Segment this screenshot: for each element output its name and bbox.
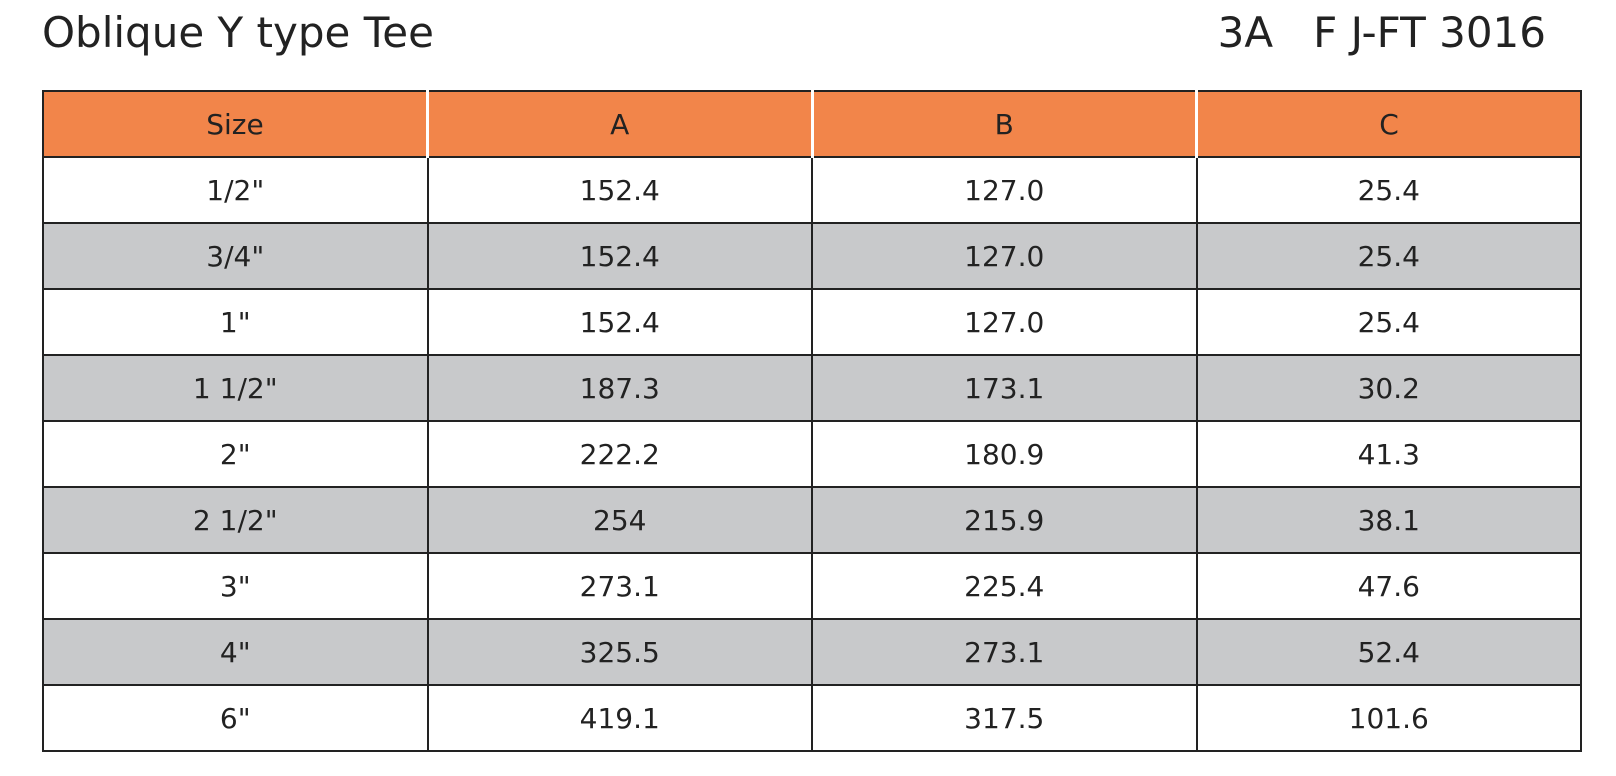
table-cell: 187.3 [426, 354, 813, 422]
table-cell: 127.0 [811, 156, 1198, 224]
table-cell: 30.2 [1195, 354, 1582, 422]
table-row: 2" 222.2 180.9 41.3 [42, 420, 1582, 488]
column-header: C [1195, 90, 1582, 158]
table-body: 1/2" 152.4 127.0 25.4 3/4" 152.4 127.0 25.4 1" 15… [42, 156, 1582, 752]
table-cell: 2 1/2" [42, 486, 429, 554]
table-cell: 38.1 [1195, 486, 1582, 554]
table-cell: 215.9 [811, 486, 1198, 554]
table-cell: 47.6 [1195, 552, 1582, 620]
table-cell: 1" [42, 288, 429, 356]
table-cell: 273.1 [426, 552, 813, 620]
table-cell: 173.1 [811, 354, 1198, 422]
table-cell: 2" [42, 420, 429, 488]
table-row: 3/4" 152.4 127.0 25.4 [42, 222, 1582, 290]
table-cell: 41.3 [1195, 420, 1582, 488]
table-cell: 419.1 [426, 684, 813, 752]
table-cell: 25.4 [1195, 222, 1582, 290]
product-code: 3A F J-FT 3016 [1217, 8, 1546, 57]
table-cell: 152.4 [426, 156, 813, 224]
table-cell: 127.0 [811, 288, 1198, 356]
table-row: 2 1/2" 254 215.9 38.1 [42, 486, 1582, 554]
table-cell: 254 [426, 486, 813, 554]
table-cell: 25.4 [1195, 288, 1582, 356]
table-cell: 180.9 [811, 420, 1198, 488]
column-header: A [426, 90, 812, 158]
table-cell: 127.0 [811, 222, 1198, 290]
table-cell: 152.4 [426, 222, 813, 290]
table-row: 3" 273.1 225.4 47.6 [42, 552, 1582, 620]
table-cell: 225.4 [811, 552, 1198, 620]
table-cell: 1 1/2" [42, 354, 429, 422]
column-header: B [810, 90, 1197, 158]
table-cell: 1/2" [42, 156, 429, 224]
dimension-table: Size A B C 1/2" 152.4 127.0 25.4 3/4" 152.4 127.0… [42, 90, 1582, 752]
table-cell: 325.5 [426, 618, 813, 686]
table-cell: 152.4 [426, 288, 813, 356]
table-row: 1" 152.4 127.0 25.4 [42, 288, 1582, 356]
header-row: Size A B C [42, 90, 1582, 158]
table-cell: 3" [42, 552, 429, 620]
table-cell: 6" [42, 684, 429, 752]
table-cell: 101.6 [1195, 684, 1582, 752]
table-row: 1/2" 152.4 127.0 25.4 [42, 156, 1582, 224]
column-header: Size [42, 90, 428, 158]
table-cell: 317.5 [811, 684, 1198, 752]
table-cell: 273.1 [811, 618, 1198, 686]
table-cell: 222.2 [426, 420, 813, 488]
table-cell: 3/4" [42, 222, 429, 290]
table-cell: 4" [42, 618, 429, 686]
table-row: 4" 325.5 273.1 52.4 [42, 618, 1582, 686]
table-row: 6" 419.1 317.5 101.6 [42, 684, 1582, 752]
table-row: 1 1/2" 187.3 173.1 30.2 [42, 354, 1582, 422]
table-cell: 52.4 [1195, 618, 1582, 686]
title: Oblique Y type Tee [42, 8, 434, 57]
table-cell: 25.4 [1195, 156, 1582, 224]
